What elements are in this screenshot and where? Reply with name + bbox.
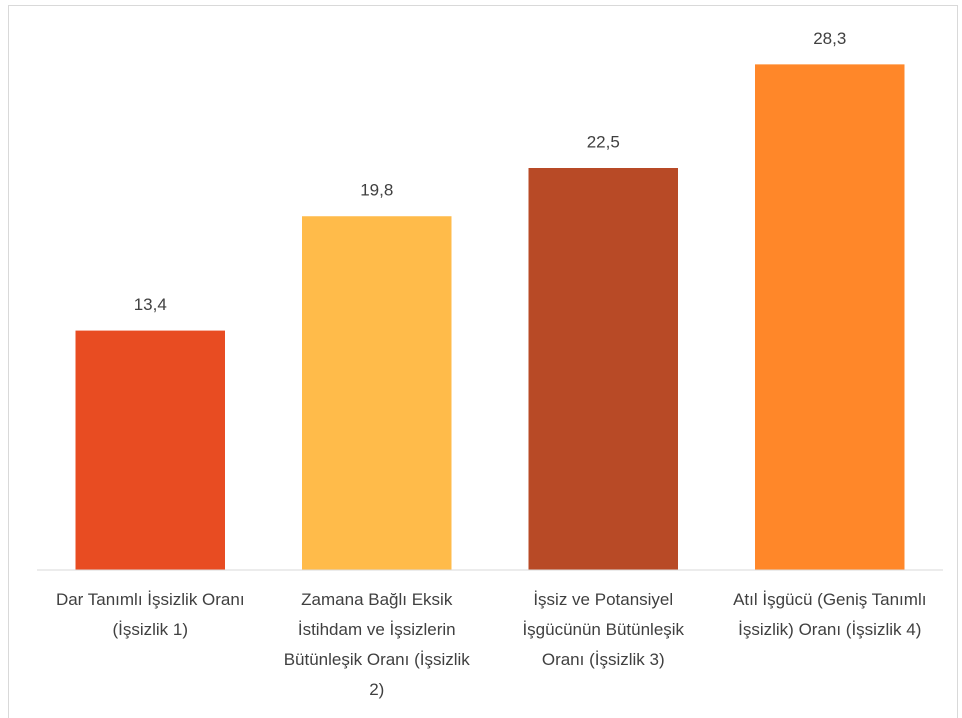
bar [528,168,678,570]
bar [75,330,225,570]
x-tick-label: İşsiz ve Potansiyel İşgücünün Bütünleşik… [522,590,685,669]
data-label: 28,3 [813,29,846,48]
data-label: 13,4 [134,295,167,314]
data-label: 19,8 [360,181,393,200]
bar [302,216,452,571]
x-tick-label: Atıl İşgücü (Geniş Tanımlı İşsizlik) Ora… [733,590,927,639]
x-tick-label: Dar Tanımlı İşsizlik Oranı (İşsizlik 1) [55,590,245,639]
x-tick-label: Zamana Bağlı Eksik İstihdam ve İşsizleri… [283,590,470,699]
chart-border [8,5,958,718]
bar [755,64,905,570]
data-label: 22,5 [587,132,620,151]
